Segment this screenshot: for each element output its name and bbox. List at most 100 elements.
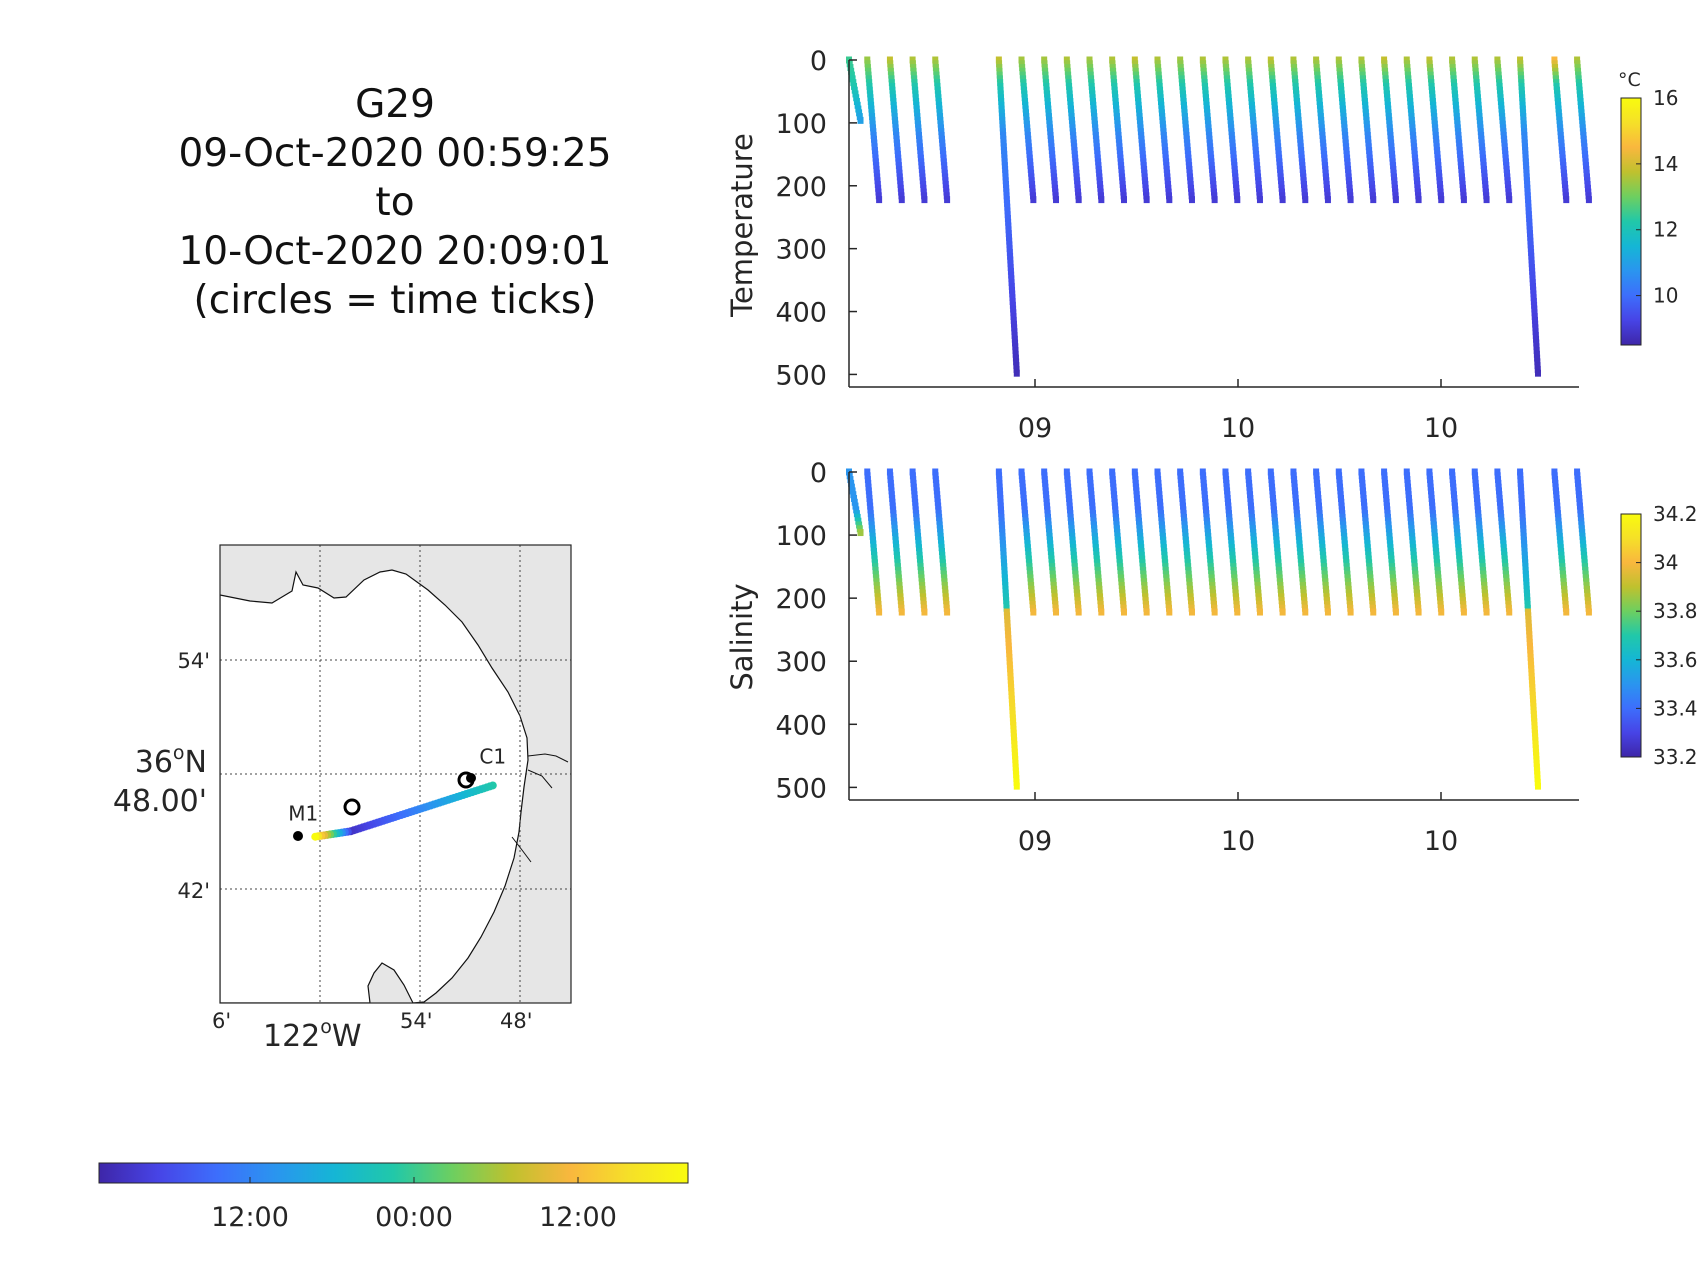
profile-sample xyxy=(1203,506,1210,514)
profile-sample xyxy=(1534,362,1541,370)
profile-sample xyxy=(1136,109,1143,117)
profile-sample xyxy=(1526,627,1533,635)
profile-sample xyxy=(1531,718,1538,726)
profile xyxy=(1313,468,1331,616)
profile-sample xyxy=(1092,124,1099,132)
profile-sample xyxy=(873,165,880,173)
profile-sample xyxy=(1522,154,1529,162)
profile-sample xyxy=(1497,90,1504,98)
profile-sample xyxy=(1068,529,1075,537)
profile-sample xyxy=(1132,67,1139,75)
profile-sample xyxy=(1453,105,1460,113)
profile-sample xyxy=(1224,79,1231,87)
lon-tick-label: 54' xyxy=(400,1009,433,1033)
profile-sample xyxy=(851,86,858,94)
profile-sample xyxy=(1574,64,1581,72)
profile-sample xyxy=(864,476,871,484)
profile-sample xyxy=(1021,498,1028,506)
profile-sample xyxy=(1527,653,1534,661)
title-line: G29 xyxy=(355,82,435,127)
profile-sample xyxy=(1275,559,1282,567)
profile-sample xyxy=(1293,98,1300,106)
profile xyxy=(1517,56,1541,377)
profile-sample xyxy=(1296,124,1303,132)
profile-sample xyxy=(1004,199,1011,207)
profile-sample xyxy=(1222,468,1229,476)
profile-sample xyxy=(1200,67,1207,75)
profile-sample xyxy=(1143,192,1150,200)
profile-sample xyxy=(1384,94,1391,102)
profile-sample xyxy=(1012,763,1019,771)
profile-sample xyxy=(1089,502,1096,510)
profile-sample xyxy=(1481,585,1488,593)
profile-sample xyxy=(1187,177,1194,185)
profile-sample xyxy=(1299,578,1306,586)
profile-sample xyxy=(1502,559,1509,567)
profile-sample xyxy=(1018,56,1025,64)
profile-sample xyxy=(1187,593,1194,601)
profile-sample xyxy=(854,101,861,109)
profile-sample xyxy=(1166,196,1173,204)
profile-sample xyxy=(942,593,949,601)
profile-sample xyxy=(933,487,940,495)
profile-sample xyxy=(1411,559,1418,567)
profile-sample xyxy=(1292,491,1299,499)
profile-sample xyxy=(1480,574,1487,582)
profile-sample xyxy=(868,109,875,117)
profile-sample xyxy=(1000,131,1007,139)
profile-sample xyxy=(1388,555,1395,563)
profile-sample xyxy=(1267,56,1274,64)
profile-sample xyxy=(1246,487,1253,495)
profile-sample xyxy=(1518,498,1525,506)
profile-sample xyxy=(1115,544,1122,552)
profile-sample xyxy=(1207,563,1214,571)
profile-sample xyxy=(1075,188,1082,196)
profile-sample xyxy=(942,589,949,597)
profile-sample xyxy=(896,585,903,593)
profile-sample xyxy=(1581,143,1588,151)
profile-sample xyxy=(1452,98,1459,106)
profile-sample xyxy=(1527,657,1534,665)
profile-sample xyxy=(1384,101,1391,109)
profile-sample xyxy=(1455,128,1462,136)
profile-sample xyxy=(1002,177,1009,185)
profile-sample xyxy=(1413,173,1420,181)
profile-sample xyxy=(1044,90,1051,98)
profile-sample xyxy=(1010,725,1017,733)
profile-sample xyxy=(1250,124,1257,132)
profile-sample xyxy=(1161,547,1168,555)
profile-sample xyxy=(1095,570,1102,578)
profile-sample xyxy=(1297,555,1304,563)
profile-sample xyxy=(1051,177,1058,185)
profile-sample xyxy=(1481,173,1488,181)
profile-sample xyxy=(1342,135,1349,143)
profile-sample xyxy=(1156,75,1163,83)
profile-sample xyxy=(1045,525,1052,533)
profile-sample xyxy=(1022,521,1029,529)
profile-sample xyxy=(1246,483,1253,491)
profile-sample xyxy=(1184,139,1191,147)
profile-sample xyxy=(1155,476,1162,484)
colorbar-tick-label: 12 xyxy=(1653,218,1678,242)
profile-sample xyxy=(1096,173,1103,181)
profile-sample xyxy=(1115,128,1122,136)
profile-sample xyxy=(1392,196,1399,204)
profile-sample xyxy=(1431,529,1438,537)
profile-sample xyxy=(1361,502,1368,510)
profile-sample xyxy=(942,173,949,181)
profile-sample xyxy=(1210,181,1217,189)
profile-sample xyxy=(865,71,872,79)
profile-sample xyxy=(1163,578,1170,586)
profile-sample xyxy=(873,574,880,582)
profile-sample xyxy=(999,124,1006,132)
profile-sample xyxy=(1166,608,1173,616)
profile-sample xyxy=(1069,536,1076,544)
profile-sample xyxy=(1009,703,1016,711)
profile-sample xyxy=(1222,60,1229,68)
profile-sample xyxy=(1200,64,1207,72)
profile-sample xyxy=(1143,600,1150,608)
profile-sample xyxy=(1577,94,1584,102)
temperature-colorbar-gradient xyxy=(1620,97,1642,346)
profile-sample xyxy=(1203,101,1210,109)
